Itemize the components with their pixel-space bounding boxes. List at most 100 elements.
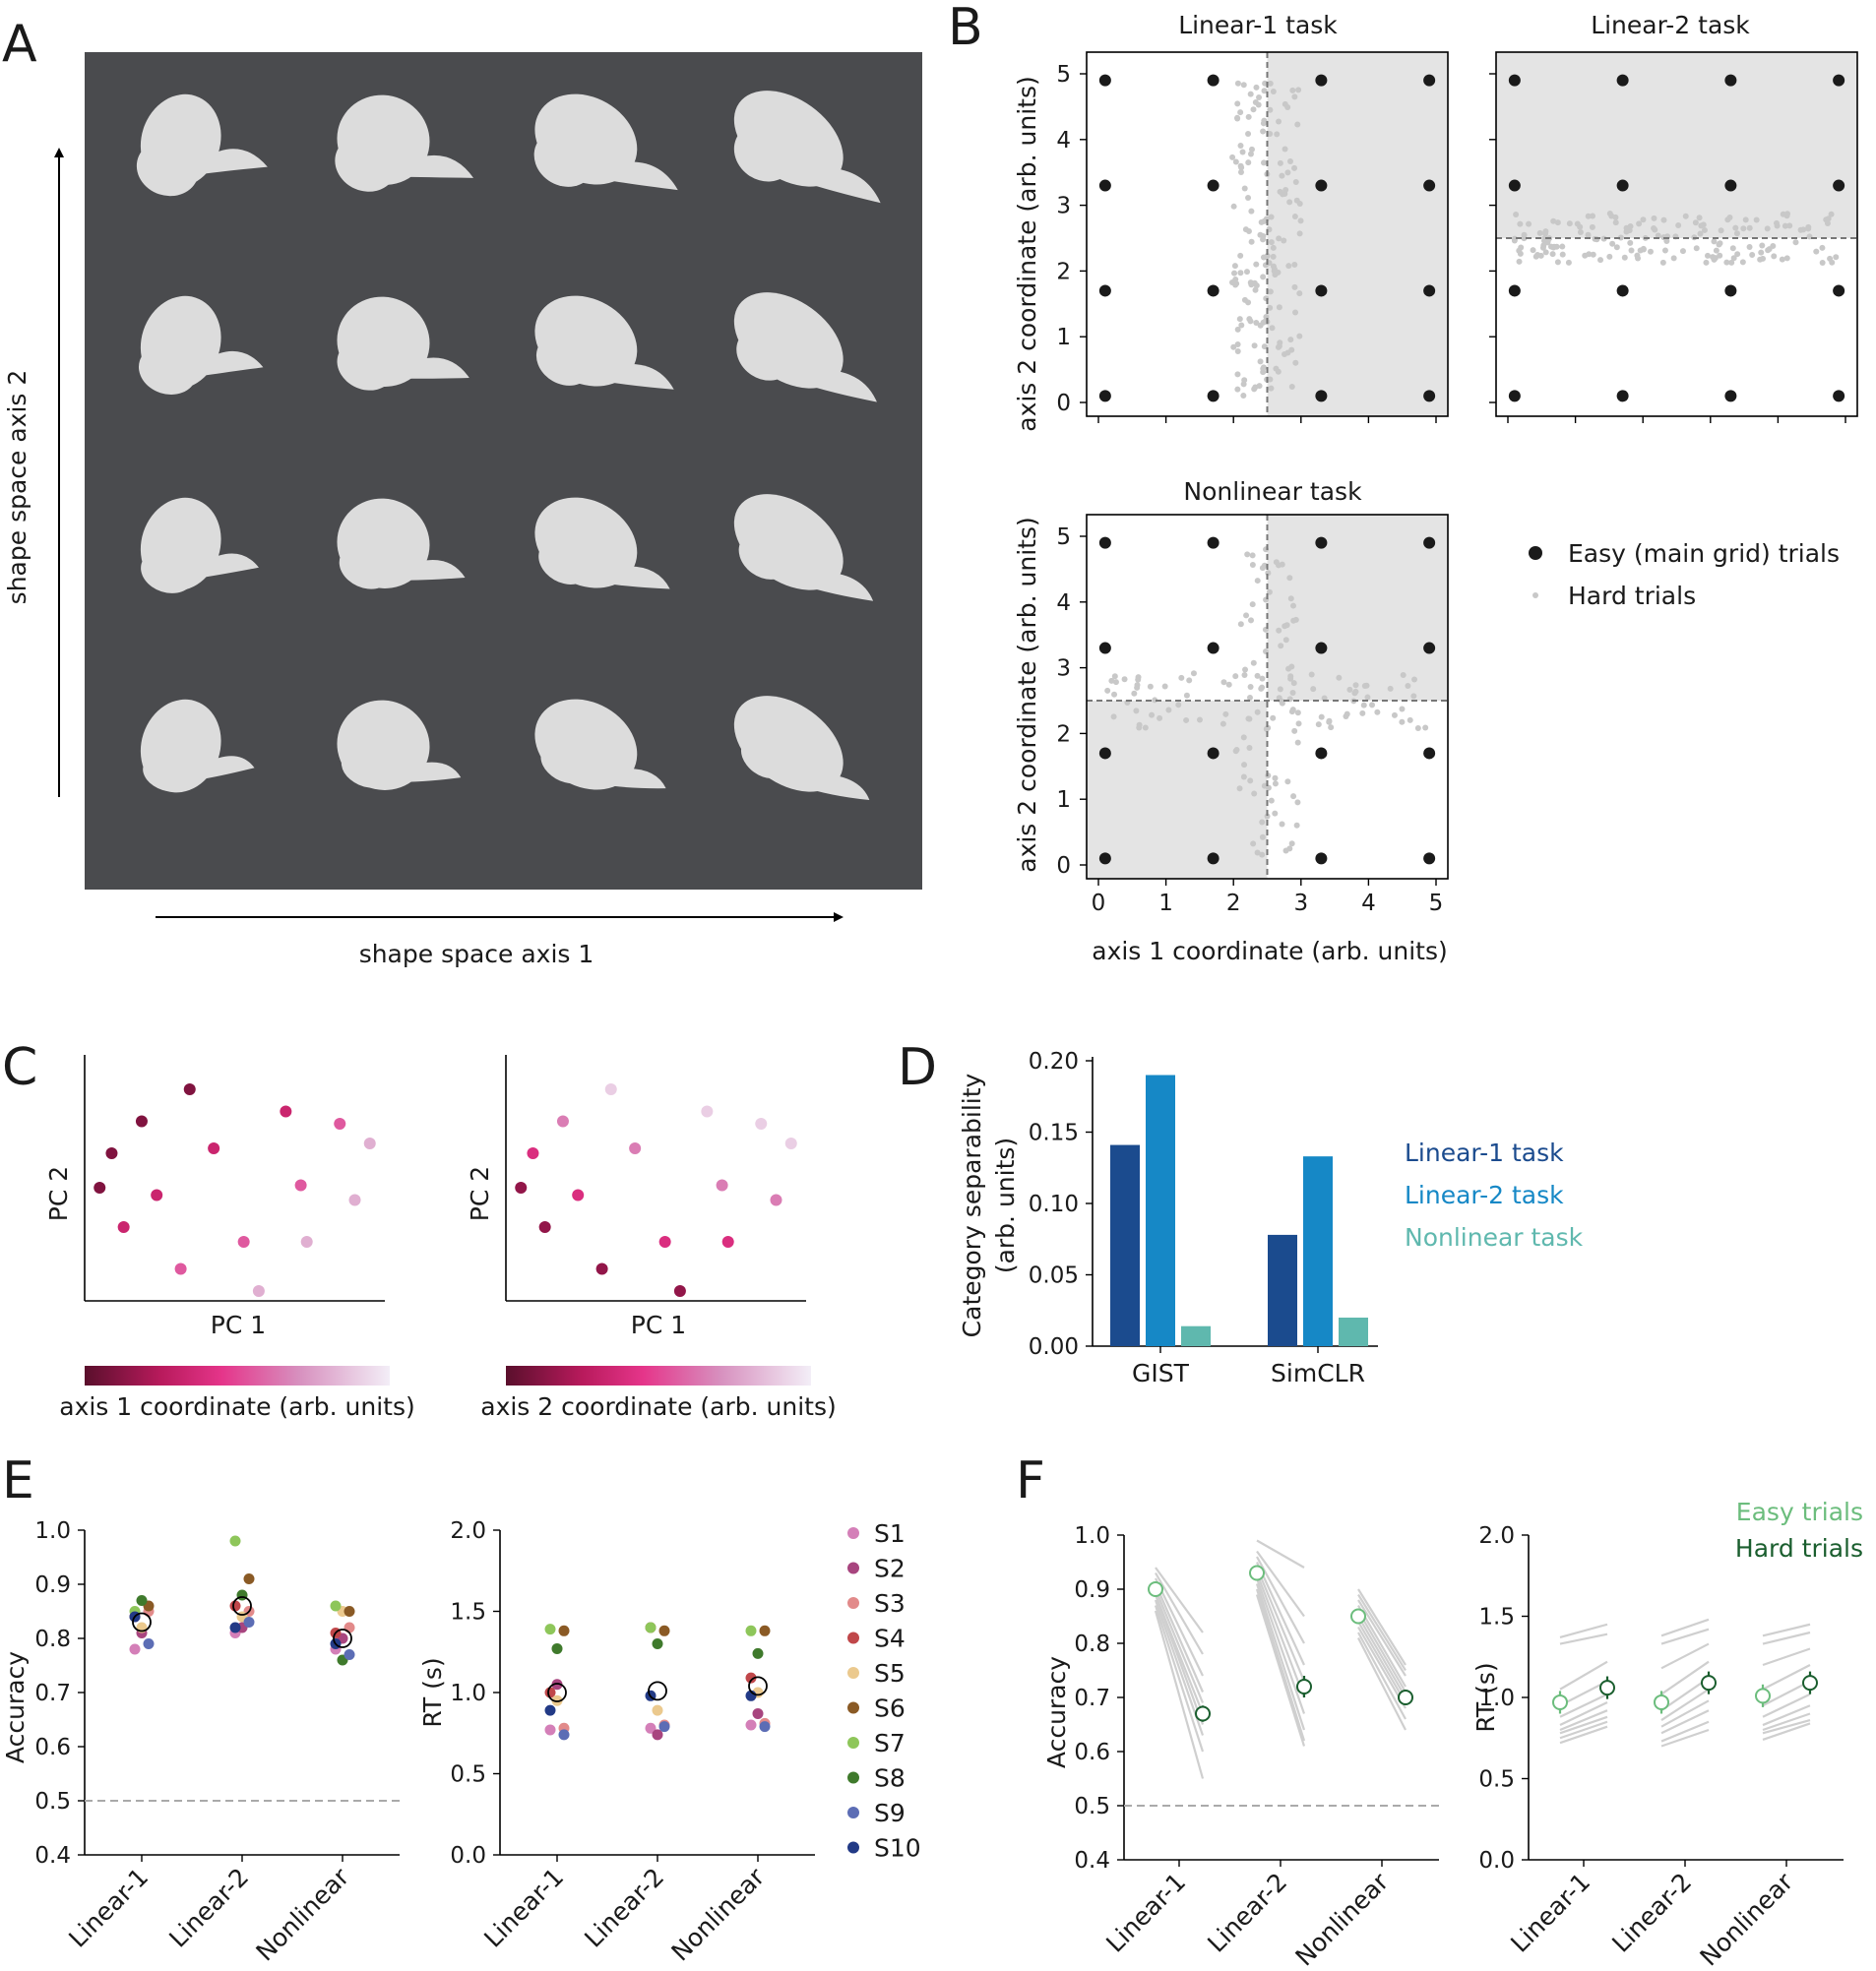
subject-legend-label: S3: [874, 1589, 906, 1618]
hard-trial-point: [1287, 673, 1294, 680]
hard-trial-point: [1294, 121, 1301, 128]
subject-line: [1154, 1605, 1205, 1753]
hard-trial-point: [1108, 677, 1115, 684]
hard-trial-point: [1291, 93, 1298, 100]
shape-base: [535, 334, 594, 386]
hard-trial-point: [1273, 365, 1280, 372]
pc-point: [174, 1263, 187, 1275]
easy-trial-point: [1833, 390, 1845, 402]
e-y-tick-label: 0.4: [34, 1843, 71, 1869]
hard-trial-point: [1267, 376, 1274, 383]
hard-trial-point: [1813, 248, 1820, 255]
hard-trial-point: [1566, 220, 1573, 227]
hard-trial-point: [1783, 213, 1790, 219]
hard-trial-point: [1225, 681, 1232, 688]
hard-trial-point: [1739, 259, 1746, 266]
hard-trial-point: [1234, 371, 1241, 378]
pc-point: [721, 1236, 734, 1248]
hard-trial-point: [1771, 253, 1778, 260]
shape-lobe: [799, 167, 881, 204]
hard-trial-point: [1234, 347, 1241, 354]
pc-point: [716, 1179, 728, 1192]
pc-point: [595, 1263, 608, 1275]
shape-lobe: [196, 350, 264, 377]
pc-point: [183, 1083, 196, 1095]
hard-trial-point: [1267, 288, 1274, 295]
hard-trial-point: [1710, 254, 1717, 261]
subject-line: [1660, 1699, 1710, 1728]
hard-trial-point: [1255, 101, 1262, 108]
hard-trial-point: [1289, 602, 1296, 609]
hard-trial-point: [1279, 172, 1285, 179]
hard-trial-point: [1282, 100, 1288, 107]
hard-trial-point: [1236, 785, 1243, 792]
hard-trial-point: [1318, 713, 1325, 720]
hard-trial-point: [1369, 702, 1376, 708]
e-y-tick-label: 0.0: [450, 1843, 486, 1869]
subject-line: [1154, 1583, 1205, 1693]
e-y-tick-label: 1.0: [450, 1681, 486, 1706]
hard-trial-point: [1308, 671, 1315, 678]
easy-trial-point: [1315, 747, 1328, 760]
hard-trial-point: [1279, 821, 1285, 828]
hard-trial-point: [1346, 686, 1353, 693]
hard-trial-point: [1256, 383, 1263, 390]
hard-trial-point: [1285, 263, 1292, 270]
hard-trial-point: [1244, 551, 1251, 558]
subject-point: [551, 1642, 563, 1654]
shape-lobe: [598, 364, 674, 390]
d-legend-label: Linear-2 task: [1405, 1181, 1564, 1209]
hard-trial-point: [1232, 158, 1239, 165]
bar-gist-linear-1-task: [1110, 1144, 1140, 1346]
hard-trial-point: [1651, 215, 1657, 221]
shape-lobe: [398, 762, 462, 782]
hard-trial-point: [1288, 384, 1295, 391]
shape-lobe: [598, 161, 678, 191]
hard-trial-point: [1651, 224, 1657, 231]
hard-trial-point: [1824, 220, 1831, 227]
shape-lobe: [598, 769, 666, 789]
b-title-linear1: Linear-1 task: [1178, 11, 1338, 39]
hard-trial-point: [1259, 851, 1266, 858]
e-y-tick-label: 0.9: [34, 1572, 71, 1598]
hard-trial-point: [1399, 706, 1406, 712]
easy-trial-point: [1508, 179, 1521, 192]
hard-trial-point: [1315, 721, 1322, 728]
f-y-tick-label: 0.0: [1478, 1848, 1515, 1874]
hard-trial-point: [1232, 748, 1239, 755]
hard-trial-point: [1590, 213, 1596, 219]
hard-trial-point: [1135, 674, 1142, 681]
subject-line: [1762, 1680, 1811, 1707]
hard-trial-point: [1246, 745, 1253, 752]
hard-trial-point: [1792, 239, 1799, 246]
hard-trial-point: [1250, 659, 1257, 666]
mean-marker: [232, 1596, 252, 1616]
d-y-tick-label: 0.10: [1029, 1192, 1079, 1217]
shape-base: [136, 140, 200, 197]
hard-trial-point: [1540, 242, 1547, 249]
hard-trial-point: [1682, 213, 1689, 219]
hard-trial-point: [1254, 578, 1261, 585]
f-acc-ylabel: Accuracy: [1042, 1656, 1071, 1768]
hard-trial-point: [1352, 682, 1359, 689]
hard-trial-point: [1626, 227, 1633, 234]
easy-mean-marker: [1755, 1688, 1771, 1704]
easy-trial-point: [1423, 74, 1436, 87]
easy-trial-point: [1833, 74, 1845, 87]
pc-point: [755, 1118, 768, 1130]
f-y-tick-label: 0.8: [1074, 1632, 1110, 1657]
hard-trial-point: [1268, 797, 1275, 804]
mean-marker: [547, 1683, 567, 1702]
hard-trial-point: [1261, 217, 1268, 224]
shape-stimulus: [337, 498, 466, 589]
hard-trial-point: [1239, 149, 1246, 155]
hard-trial-point: [1147, 683, 1154, 690]
easy-trial-point: [1315, 74, 1328, 87]
f-category-label: Linear-1: [1100, 1868, 1191, 1958]
hard-trial-point: [1764, 225, 1771, 232]
subject-point: [645, 1722, 657, 1734]
d-category-label: GIST: [1132, 1359, 1190, 1387]
c2-xlabel: PC 1: [631, 1311, 686, 1339]
subject-legend-marker: [847, 1841, 859, 1854]
hard-trial-point: [1582, 252, 1589, 259]
